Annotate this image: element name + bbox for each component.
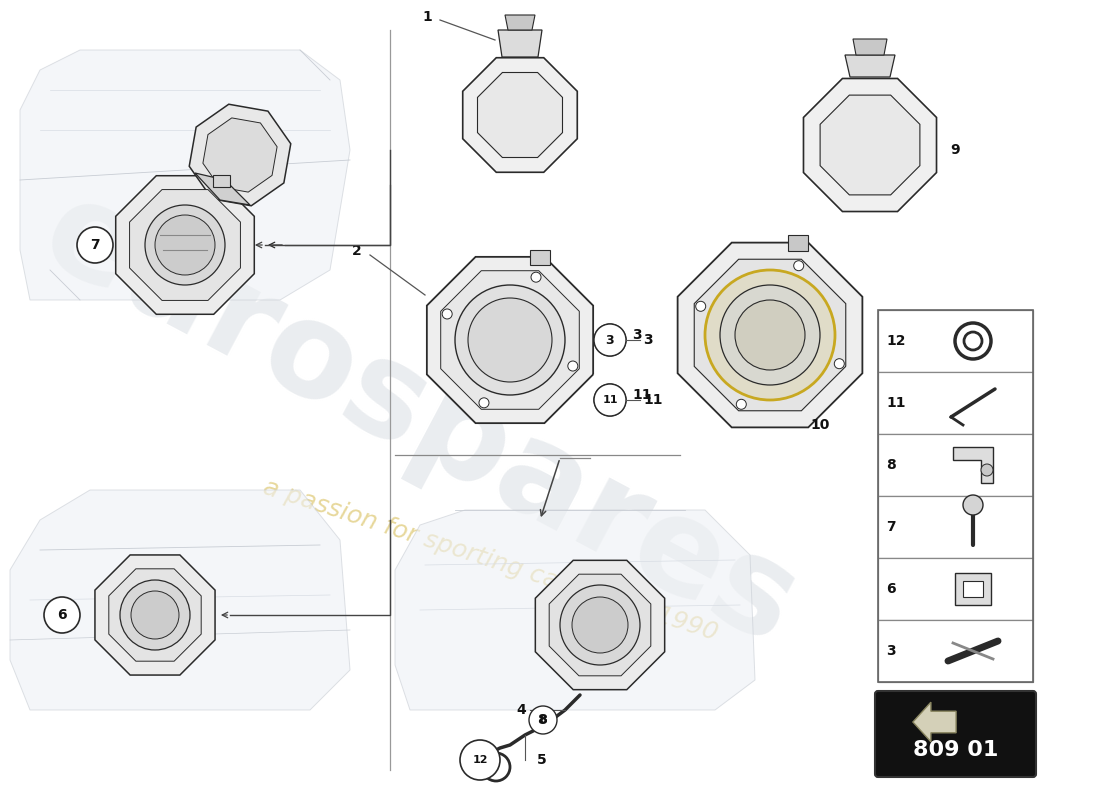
Circle shape <box>478 398 490 408</box>
Polygon shape <box>395 510 755 710</box>
Text: a passion for sporting cars since 1990: a passion for sporting cars since 1990 <box>260 475 720 645</box>
Polygon shape <box>130 190 241 301</box>
Polygon shape <box>678 242 862 427</box>
Polygon shape <box>95 555 216 675</box>
Text: 809 01: 809 01 <box>913 740 998 760</box>
Text: 1: 1 <box>422 10 432 24</box>
Polygon shape <box>477 73 562 158</box>
Circle shape <box>155 215 214 275</box>
Circle shape <box>601 331 619 349</box>
Polygon shape <box>852 39 887 55</box>
Text: 9: 9 <box>950 143 959 157</box>
Text: 10: 10 <box>810 418 829 432</box>
Circle shape <box>705 270 835 400</box>
Bar <box>878 558 1033 620</box>
Text: 11: 11 <box>632 388 651 402</box>
Polygon shape <box>195 173 250 205</box>
Circle shape <box>531 272 541 282</box>
Text: 3: 3 <box>886 644 895 658</box>
Circle shape <box>468 298 552 382</box>
Circle shape <box>735 300 805 370</box>
Bar <box>878 496 1033 558</box>
Text: 12: 12 <box>472 755 487 765</box>
Bar <box>878 310 1033 682</box>
Circle shape <box>695 302 706 311</box>
Circle shape <box>572 597 628 653</box>
Polygon shape <box>10 490 350 710</box>
Polygon shape <box>20 50 350 300</box>
Circle shape <box>962 495 983 515</box>
Text: 3: 3 <box>606 334 614 346</box>
Text: 8: 8 <box>537 713 547 727</box>
Circle shape <box>594 324 626 356</box>
Bar <box>878 372 1033 434</box>
Text: 4: 4 <box>516 703 526 717</box>
Polygon shape <box>189 104 290 206</box>
Circle shape <box>145 205 226 285</box>
Circle shape <box>594 324 626 356</box>
Circle shape <box>529 706 557 734</box>
Text: 8: 8 <box>539 715 547 725</box>
Polygon shape <box>549 574 651 676</box>
Circle shape <box>560 585 640 665</box>
Polygon shape <box>955 573 991 605</box>
Circle shape <box>981 464 993 476</box>
Circle shape <box>120 580 190 650</box>
Text: 5: 5 <box>537 753 547 767</box>
Polygon shape <box>821 95 920 195</box>
Bar <box>878 434 1033 496</box>
Polygon shape <box>953 447 993 483</box>
Polygon shape <box>913 702 956 742</box>
Text: 8: 8 <box>886 458 895 472</box>
Polygon shape <box>788 235 808 251</box>
Polygon shape <box>498 30 542 57</box>
Text: 6: 6 <box>886 582 895 596</box>
Text: 3: 3 <box>644 333 652 347</box>
Circle shape <box>44 597 80 633</box>
Circle shape <box>131 591 179 639</box>
Text: 12: 12 <box>886 334 905 348</box>
Polygon shape <box>116 176 254 314</box>
Polygon shape <box>694 259 846 410</box>
Polygon shape <box>441 270 580 410</box>
Circle shape <box>594 384 626 416</box>
Bar <box>878 310 1033 372</box>
Text: 3: 3 <box>632 328 641 342</box>
Polygon shape <box>530 250 550 265</box>
Polygon shape <box>505 15 535 30</box>
Text: 11: 11 <box>644 393 662 407</box>
Polygon shape <box>427 257 593 423</box>
Text: 7: 7 <box>90 238 100 252</box>
Circle shape <box>455 285 565 395</box>
Bar <box>878 620 1033 682</box>
Polygon shape <box>962 581 983 597</box>
Polygon shape <box>109 569 201 661</box>
Circle shape <box>77 227 113 263</box>
Text: 6: 6 <box>57 608 67 622</box>
Polygon shape <box>202 118 277 192</box>
Circle shape <box>594 384 626 416</box>
Circle shape <box>442 309 452 319</box>
Circle shape <box>794 261 804 270</box>
FancyBboxPatch shape <box>874 691 1036 777</box>
Text: 11: 11 <box>603 395 618 405</box>
Polygon shape <box>845 55 895 77</box>
Circle shape <box>834 358 845 369</box>
Polygon shape <box>536 560 664 690</box>
Text: 7: 7 <box>886 520 895 534</box>
Polygon shape <box>213 175 230 187</box>
Polygon shape <box>803 78 936 211</box>
Text: eurospares: eurospares <box>22 168 818 672</box>
Circle shape <box>736 399 746 410</box>
Circle shape <box>720 285 820 385</box>
Circle shape <box>568 361 578 371</box>
Text: 2: 2 <box>352 244 362 258</box>
Text: 11: 11 <box>886 396 905 410</box>
Polygon shape <box>463 58 578 172</box>
Circle shape <box>460 740 500 780</box>
